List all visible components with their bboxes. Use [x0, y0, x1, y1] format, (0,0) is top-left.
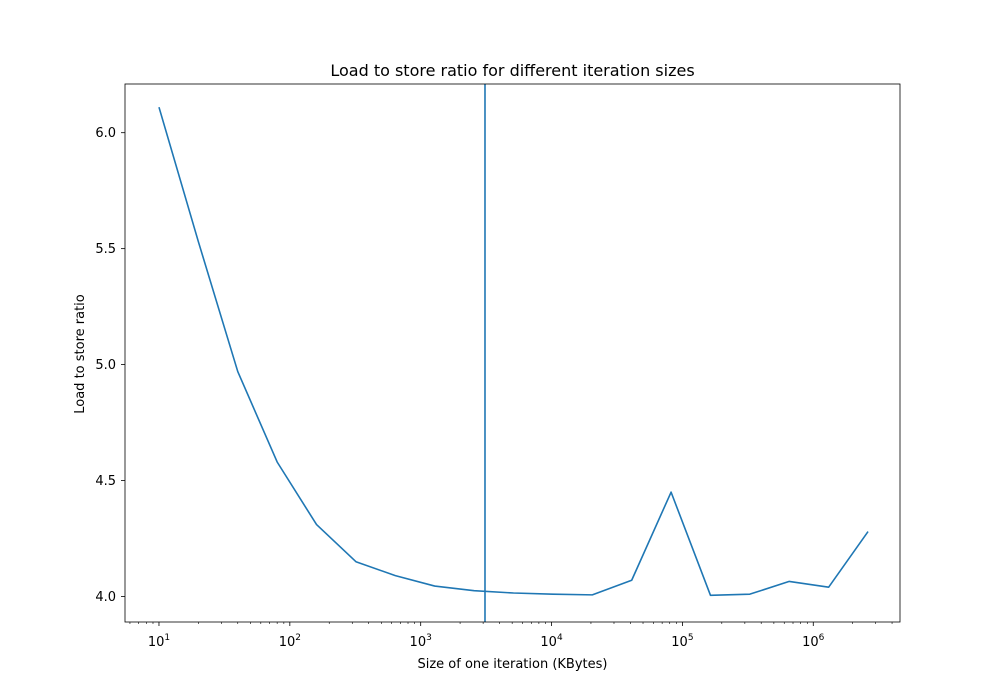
y-tick-label: 6.0 — [95, 126, 116, 141]
y-tick-label: 5.5 — [95, 242, 116, 257]
x-tick-exponent: 1 — [164, 633, 170, 643]
x-tick-exponent: 3 — [426, 633, 432, 643]
series-line — [158, 106, 869, 597]
y-tick-label: 4.5 — [95, 474, 116, 489]
x-tick-exponent: 5 — [688, 633, 694, 643]
y-tick-label: 4.0 — [95, 590, 116, 605]
chart-title: Load to store ratio for different iterat… — [330, 61, 694, 80]
x-axis-label: Size of one iteration (KBytes) — [417, 657, 607, 672]
x-tick-exponent: 4 — [557, 633, 563, 643]
axes-frame — [124, 83, 901, 623]
x-tick-exponent: 6 — [819, 633, 825, 643]
y-tick-label: 5.0 — [95, 358, 116, 373]
x-tick-exponent: 2 — [295, 633, 301, 643]
y-axis-label: Load to store ratio — [73, 294, 88, 414]
